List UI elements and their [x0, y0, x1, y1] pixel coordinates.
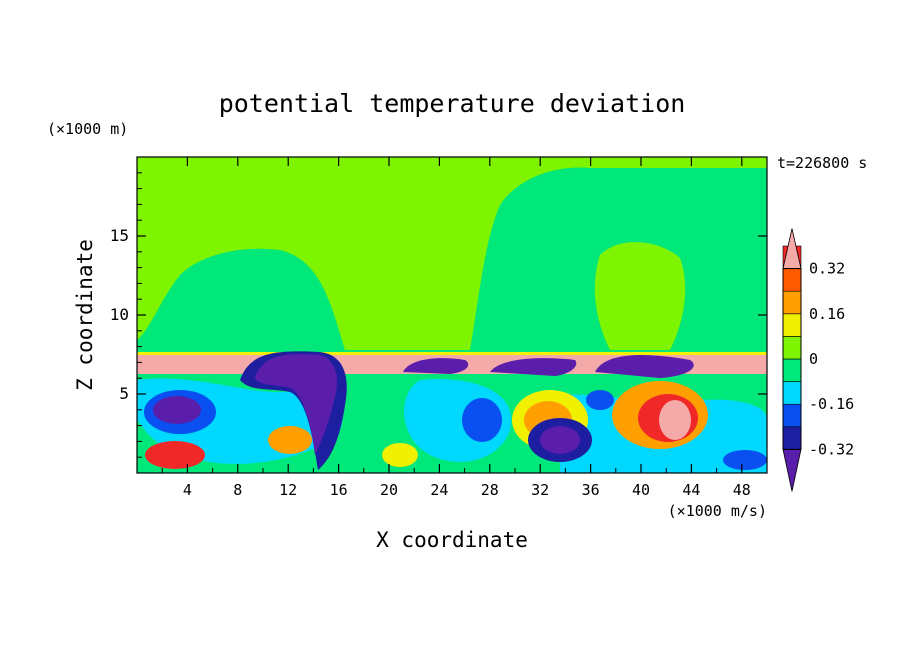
x-axis: 4 8 12 16 20 24 28 32 36 40 44 48 — [161, 157, 751, 499]
cold-dome-a — [255, 354, 338, 455]
colorbar-label: 0.32 — [809, 260, 845, 278]
x-tick-label: 24 — [430, 481, 448, 499]
x-tick-label: 8 — [233, 481, 242, 499]
y-tick-label: 5 — [119, 384, 129, 403]
cold-anomaly-e — [586, 390, 614, 410]
cold-dome-d — [595, 355, 694, 378]
warm-band-edge — [137, 352, 767, 355]
x-tick-label: 36 — [582, 481, 600, 499]
y-tick-label: 10 — [110, 305, 129, 324]
y-axis-label: Z coordinate — [73, 239, 97, 391]
upper-plume-right — [594, 242, 686, 350]
cold-dome-c — [490, 358, 577, 376]
cold-dome-b — [403, 358, 469, 374]
colorbar-label: 0.16 — [809, 305, 845, 323]
warm-anomaly-e — [382, 443, 418, 467]
colorbar-label: -0.16 — [809, 395, 854, 413]
colorbar-swatch — [782, 358, 802, 382]
x-tick-label: 48 — [733, 481, 751, 499]
x-tick-label: 40 — [632, 481, 650, 499]
colorbar-swatch — [782, 268, 802, 292]
x-tick-label: 12 — [279, 481, 297, 499]
colorbar-swatch — [782, 290, 802, 315]
x-tick-label: 32 — [531, 481, 549, 499]
y-tick-label: 15 — [110, 226, 129, 245]
x-tick-label: 28 — [481, 481, 499, 499]
cold-anomaly-a-core — [153, 396, 201, 424]
colorbar-swatch — [782, 336, 802, 360]
colorbar-swatch — [782, 403, 802, 428]
cold-anomaly-c-core — [540, 426, 580, 454]
time-label: t=226800 s — [777, 154, 867, 172]
colorbar-extend-low — [782, 449, 802, 492]
warm-anomaly-c — [145, 441, 205, 469]
warm-anomaly-d — [268, 426, 312, 454]
upper-plume-left — [137, 157, 767, 350]
y-axis: 5 10 15 — [110, 172, 767, 458]
x-tick-label: 44 — [682, 481, 700, 499]
colorbar-frame — [782, 268, 802, 450]
colorbar-label: 0 — [809, 350, 818, 368]
x-axis-label: X coordinate — [376, 528, 528, 552]
colorbar-swatch — [782, 426, 802, 450]
x-tick-label: 4 — [183, 481, 192, 499]
contour-field — [137, 157, 767, 473]
cold-anomaly-b — [462, 398, 502, 442]
x-unit-label: (×1000 m/s) — [668, 502, 767, 520]
colorbar: -0.32 -0.16 0 0.16 0.32 — [782, 228, 854, 492]
x-tick-label: 20 — [380, 481, 398, 499]
cold-anomaly-d — [723, 450, 767, 470]
colorbar-swatch — [782, 381, 802, 405]
x-tick-label: 16 — [330, 481, 348, 499]
y-unit-label: (×1000 m) — [47, 120, 128, 138]
colorbar-label: -0.32 — [809, 440, 854, 458]
chart-title: potential temperature deviation — [219, 89, 686, 118]
warm-anomaly-b-peak — [659, 400, 691, 440]
colorbar-swatch — [782, 313, 802, 337]
